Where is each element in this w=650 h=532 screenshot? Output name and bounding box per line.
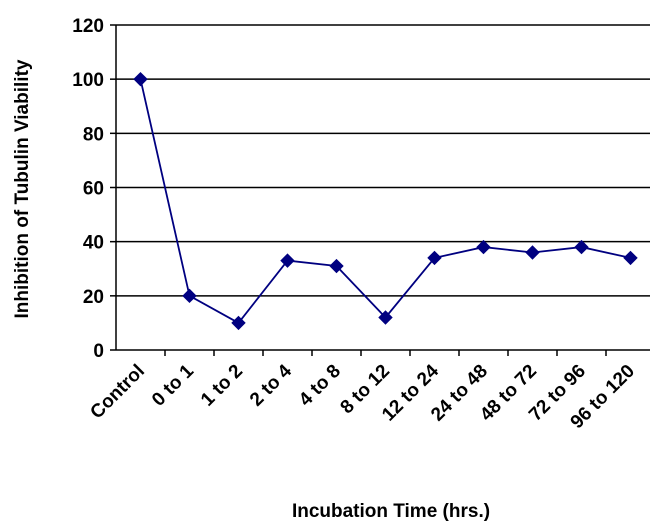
y-tick-label: 80 — [83, 124, 104, 145]
y-tick-label: 100 — [72, 70, 104, 91]
data-point — [624, 251, 637, 264]
y-tick-label: 20 — [83, 287, 104, 308]
data-point — [134, 73, 147, 86]
x-axis-title: Incubation Time (hrs.) — [292, 501, 490, 522]
x-tick-label: 1 to 2 — [197, 361, 247, 411]
gridlines — [116, 25, 650, 296]
x-tick-label: 2 to 4 — [246, 360, 296, 410]
x-tick-label: Control — [86, 361, 149, 424]
y-tick-label: 120 — [72, 16, 104, 37]
y-tick-label: 40 — [83, 233, 104, 254]
data-point — [183, 289, 196, 302]
y-tick-label: 0 — [93, 341, 104, 362]
data-point — [477, 241, 490, 254]
y-axis-title: Inhibition of Tubulin Viability — [12, 59, 33, 318]
data-point — [575, 241, 588, 254]
series — [134, 73, 637, 330]
axes — [110, 25, 650, 356]
x-tick-label: 0 to 1 — [148, 360, 198, 410]
y-tick-label: 60 — [83, 179, 104, 200]
series-line — [141, 79, 631, 323]
y-tick-labels: 0 20 40 60 80 100 120 — [72, 16, 104, 362]
data-point — [526, 246, 539, 259]
